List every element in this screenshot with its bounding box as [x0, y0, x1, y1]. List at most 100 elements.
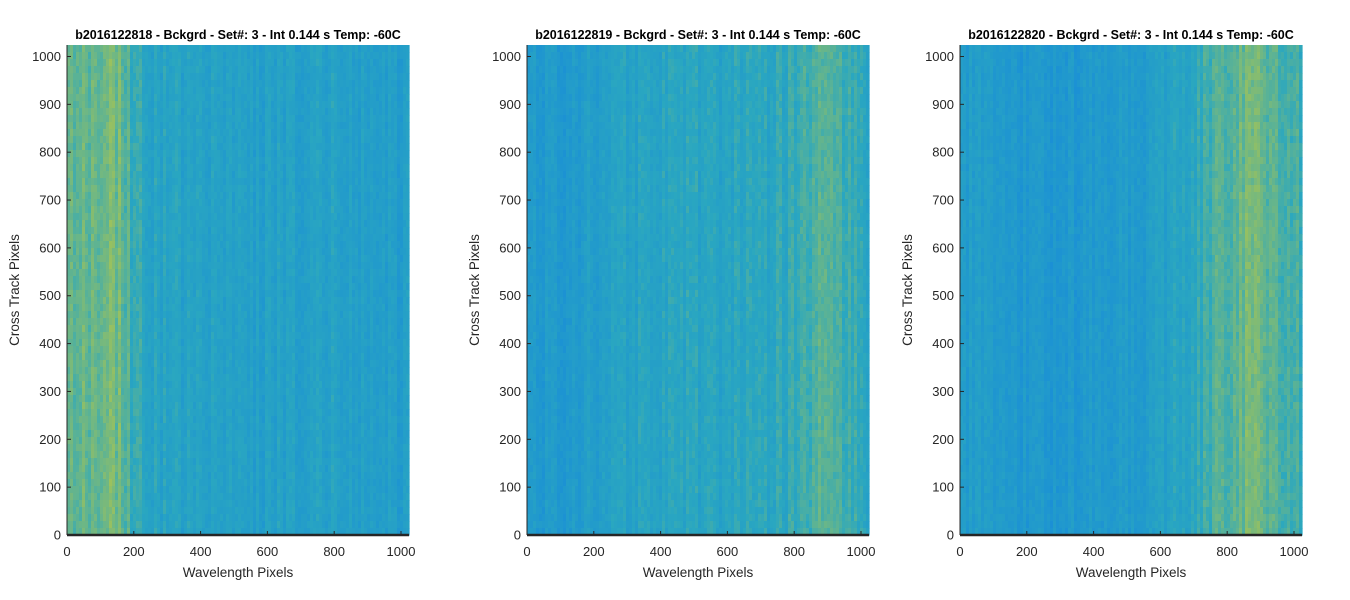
heatmap-cell — [238, 73, 242, 81]
heatmap-cell — [133, 500, 137, 508]
heatmap-cell — [130, 143, 134, 151]
heatmap-cell — [79, 451, 83, 459]
heatmap-cell — [214, 136, 218, 144]
heatmap-cell — [169, 528, 173, 536]
heatmap-cell — [160, 115, 164, 123]
heatmap-cell — [274, 388, 278, 396]
heatmap-cell — [238, 486, 242, 494]
heatmap-cell — [163, 52, 167, 60]
heatmap-cell — [121, 115, 125, 123]
heatmap-cell — [208, 451, 212, 459]
heatmap-cell — [157, 269, 161, 277]
heatmap-cell — [178, 108, 182, 116]
heatmap-cell — [277, 409, 281, 417]
heatmap-cell — [172, 129, 176, 137]
heatmap-cell — [124, 479, 128, 487]
heatmap-cell — [196, 164, 200, 172]
heatmap-cell — [190, 528, 194, 536]
heatmap-cell — [142, 255, 146, 263]
heatmap-cell — [277, 80, 281, 88]
heatmap-cell — [85, 255, 89, 263]
heatmap-cell — [262, 374, 266, 382]
heatmap-cell — [100, 122, 104, 130]
heatmap-cell — [175, 192, 179, 200]
heatmap-cell — [220, 122, 224, 130]
heatmap-cell — [130, 332, 134, 340]
heatmap-cell — [202, 381, 206, 389]
heatmap-cell — [196, 395, 200, 403]
heatmap-cell — [82, 290, 86, 298]
heatmap-cell — [148, 143, 152, 151]
heatmap-cell — [112, 507, 116, 515]
heatmap-cell — [172, 178, 176, 186]
heatmap-cell — [277, 353, 281, 361]
heatmap-cell — [121, 129, 125, 137]
heatmap-cell — [211, 157, 215, 165]
heatmap-cell — [256, 94, 260, 102]
heatmap-cell — [127, 185, 131, 193]
heatmap-cell — [142, 136, 146, 144]
heatmap-cell — [70, 45, 74, 53]
heatmap-cell — [187, 458, 191, 466]
heatmap-cell — [136, 402, 140, 410]
heatmap-cell — [166, 346, 170, 354]
heatmap-cell — [79, 409, 83, 417]
heatmap-cell — [193, 157, 197, 165]
heatmap-cell — [190, 514, 194, 522]
heatmap-cell — [256, 122, 260, 130]
heatmap-cell — [91, 458, 95, 466]
heatmap-cell — [85, 346, 89, 354]
heatmap-cell — [70, 339, 74, 347]
heatmap-cell — [199, 395, 203, 403]
heatmap-cell — [79, 360, 83, 368]
heatmap-cell — [100, 325, 104, 333]
heatmap-cell — [259, 465, 263, 473]
heatmap-cell — [193, 486, 197, 494]
heatmap-cell — [259, 514, 263, 522]
heatmap-cell — [238, 52, 242, 60]
heatmap-cell — [130, 353, 134, 361]
heatmap-cell — [112, 374, 116, 382]
heatmap-cell — [91, 332, 95, 340]
heatmap-cell — [79, 458, 83, 466]
heatmap-cell — [232, 206, 236, 214]
heatmap-cell — [142, 227, 146, 235]
heatmap-cell — [136, 199, 140, 207]
heatmap-cell — [103, 59, 107, 67]
heatmap-cell — [151, 52, 155, 60]
heatmap-cell — [100, 374, 104, 382]
heatmap-cell — [142, 269, 146, 277]
heatmap-cell — [112, 290, 116, 298]
heatmap-cell — [178, 339, 182, 347]
heatmap-cell — [106, 430, 110, 438]
heatmap-cell — [148, 290, 152, 298]
heatmap-cell — [124, 339, 128, 347]
heatmap-cell — [145, 73, 149, 81]
heatmap-cell — [112, 479, 116, 487]
heatmap-cell — [250, 129, 254, 137]
heatmap-cell — [226, 486, 230, 494]
heatmap-cell — [175, 164, 179, 172]
heatmap-cell — [166, 521, 170, 529]
heatmap-cell — [190, 360, 194, 368]
heatmap-cell — [259, 255, 263, 263]
heatmap-cell — [259, 94, 263, 102]
heatmap-cell — [259, 346, 263, 354]
heatmap-cell — [130, 290, 134, 298]
heatmap-cell — [106, 514, 110, 522]
heatmap-cell — [259, 73, 263, 81]
heatmap-cell — [136, 171, 140, 179]
heatmap-cell — [256, 80, 260, 88]
heatmap-cell — [208, 388, 212, 396]
heatmap-cell — [163, 339, 167, 347]
heatmap-cell — [175, 290, 179, 298]
heatmap-cell — [76, 458, 80, 466]
heatmap-cell — [97, 248, 101, 256]
heatmap-cell — [235, 458, 239, 466]
heatmap-cell — [121, 241, 125, 249]
heatmap-cell — [136, 486, 140, 494]
heatmap-cell — [217, 178, 221, 186]
heatmap-cell — [115, 472, 119, 480]
heatmap-cell — [196, 87, 200, 95]
heatmap-cell — [274, 479, 278, 487]
